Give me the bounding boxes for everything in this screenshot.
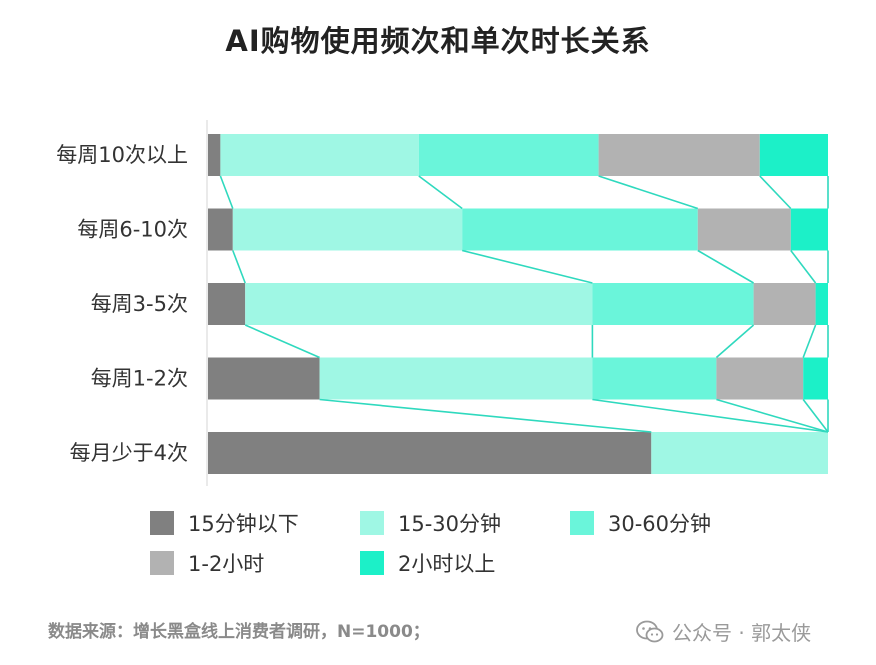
legend-swatch xyxy=(150,511,174,535)
connector-line xyxy=(598,175,699,210)
connector-line xyxy=(462,249,593,284)
bar-segment xyxy=(208,357,320,400)
bar-segment xyxy=(592,357,717,400)
chart-legend: 15分钟以下 15-30分钟 30-60分钟 1-2小时 2小时以上 xyxy=(150,508,790,588)
bar-segment xyxy=(759,134,828,176)
connector-line xyxy=(716,398,829,433)
category-label: 每周6-10次 xyxy=(77,218,188,242)
bar-segment xyxy=(753,283,816,325)
legend-label: 1-2小时 xyxy=(188,552,265,576)
bar-segment xyxy=(245,283,593,325)
bar-segment xyxy=(418,134,599,176)
legend-item: 15分钟以下 xyxy=(150,508,299,538)
bar-segment xyxy=(790,208,828,251)
bar-segment xyxy=(815,283,828,325)
bar-segment xyxy=(803,357,828,400)
connector-line xyxy=(759,175,792,210)
watermark: 公众号 · 郭太侠 xyxy=(636,617,811,646)
connector-line xyxy=(319,398,652,433)
bar-segment xyxy=(651,432,828,474)
legend-swatch xyxy=(360,551,384,575)
wechat-icon xyxy=(636,620,664,642)
legend-label: 2小时以上 xyxy=(398,552,496,576)
bar-segment xyxy=(208,208,233,251)
bar-segment xyxy=(592,283,754,325)
connector-line xyxy=(219,175,234,209)
bar-segment xyxy=(220,134,419,176)
bar-segment xyxy=(319,357,593,400)
legend-swatch xyxy=(150,551,174,575)
bar-segment xyxy=(232,208,463,251)
category-label: 每周1-2次 xyxy=(91,367,188,391)
bar-segment xyxy=(208,283,246,325)
legend-item: 15-30分钟 xyxy=(360,508,501,538)
bar-segment xyxy=(697,208,791,251)
connector-line xyxy=(802,399,829,433)
connector-line xyxy=(715,324,755,359)
connector-line xyxy=(790,250,817,284)
legend-item: 2小时以上 xyxy=(360,548,495,578)
watermark-text: 公众号 · 郭太侠 xyxy=(672,621,812,645)
legend-item: 30-60分钟 xyxy=(570,508,711,538)
connector-line xyxy=(418,175,463,210)
bar-segment xyxy=(208,432,652,474)
category-label: 每月少于4次 xyxy=(70,441,188,465)
chart-title: AI购物使用频次和单次时长关系 xyxy=(225,24,651,58)
category-label: 每周3-5次 xyxy=(91,292,188,316)
bar-segment xyxy=(598,134,760,176)
legend-label: 15分钟以下 xyxy=(188,512,299,536)
connector-line xyxy=(592,398,829,433)
legend-label: 15-30分钟 xyxy=(398,512,502,536)
connector-line xyxy=(697,249,755,284)
source-note: 数据来源：增长黑盒线上消费者调研，N=1000； xyxy=(48,622,430,642)
bar-segment xyxy=(462,208,698,251)
connector-line xyxy=(232,250,246,284)
legend-swatch xyxy=(360,511,384,535)
category-label: 每周10次以上 xyxy=(56,143,188,167)
legend-item: 1-2小时 xyxy=(150,548,264,578)
connector-line xyxy=(244,324,320,359)
connector-line xyxy=(802,324,817,358)
bar-segment xyxy=(208,134,221,176)
legend-swatch xyxy=(570,511,594,535)
legend-label: 30-60分钟 xyxy=(608,512,712,536)
bar-segment xyxy=(716,357,804,400)
